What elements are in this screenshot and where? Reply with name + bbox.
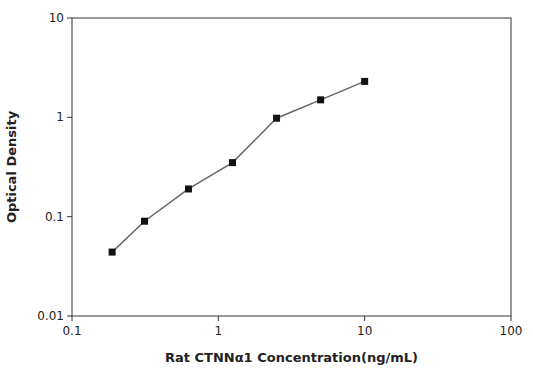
x-tick-label: 1 [215, 324, 223, 338]
data-point [141, 218, 148, 225]
x-tick [218, 316, 219, 321]
x-tick [72, 316, 73, 321]
x-tick-label: 100 [500, 324, 523, 338]
data-point [361, 78, 368, 85]
y-axis: 0.01 0.1 1 10 [37, 11, 72, 323]
y-tick-label: 1 [56, 110, 64, 124]
data-point [185, 185, 192, 192]
y-tick [67, 316, 72, 317]
chart-svg: 0.1 1 10 100 Rat CTNNα1 Concentration(ng/mL)… [0, 0, 533, 372]
y-tick [67, 18, 72, 19]
y-tick-label: 10 [49, 11, 64, 25]
y-axis-label: Optical Density [4, 110, 19, 223]
y-tick [67, 216, 72, 217]
y-tick [67, 117, 72, 118]
data-line [112, 81, 365, 252]
data-point [317, 96, 324, 103]
x-tick [364, 316, 365, 321]
y-tick-label: 0.1 [45, 210, 64, 224]
x-tick-label: 0.1 [62, 324, 81, 338]
y-tick-label: 0.01 [37, 309, 64, 323]
x-axis-label: Rat CTNNα1 Concentration(ng/mL) [165, 350, 418, 365]
chart-container: 0.1 1 10 100 Rat CTNNα1 Concentration(ng/mL)… [0, 0, 533, 372]
data-point [109, 249, 116, 256]
x-tick [511, 316, 512, 321]
data-point [229, 159, 236, 166]
data-point [273, 115, 280, 122]
x-axis: 0.1 1 10 100 [62, 316, 522, 338]
x-tick-label: 10 [357, 324, 372, 338]
plot-area [109, 78, 369, 256]
plot-frame [72, 18, 511, 316]
